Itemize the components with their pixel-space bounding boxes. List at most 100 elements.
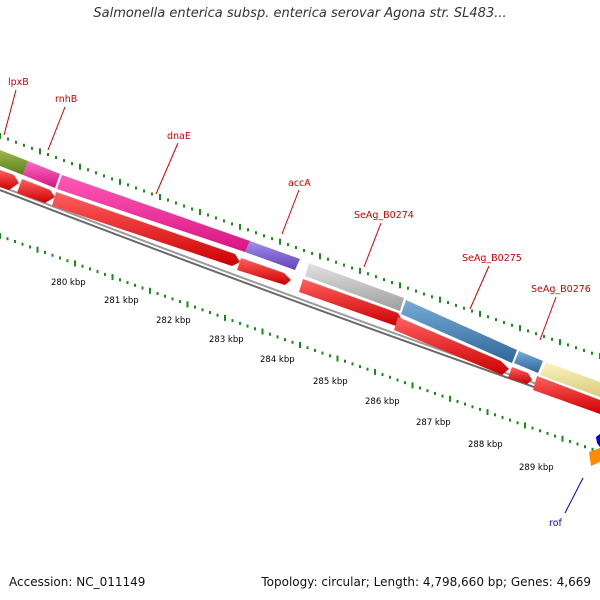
tick-mark <box>509 418 511 422</box>
tick-mark <box>96 270 99 274</box>
tick-mark <box>471 405 474 409</box>
tick-mark <box>583 348 585 352</box>
gene-block-rof[interactable] <box>589 448 600 466</box>
tick-mark <box>224 314 226 321</box>
tick-mark <box>207 213 209 217</box>
tick-mark <box>79 163 81 170</box>
tick-mark <box>359 267 361 274</box>
tick-mark <box>0 133 1 139</box>
tick-mark <box>479 310 481 317</box>
tick-mark <box>119 178 121 185</box>
label-SeAg_B0274[interactable]: SeAg_B0274 <box>354 210 414 221</box>
cds-arrow-8[interactable] <box>533 376 600 414</box>
tick-mark <box>543 335 545 338</box>
tick-mark <box>291 340 294 344</box>
cds-arrow-3[interactable] <box>52 192 240 266</box>
tick-mark <box>375 275 377 279</box>
tick-mark <box>59 256 61 260</box>
label-SeAg_B0275[interactable]: SeAg_B0275 <box>462 253 522 264</box>
tick-mark <box>134 283 136 287</box>
tick-mark <box>411 382 414 389</box>
tick-mark <box>74 260 76 267</box>
label-rof[interactable]: rof <box>549 518 563 529</box>
tick-mark <box>527 329 529 333</box>
tick-mark <box>391 281 393 284</box>
tick-mark <box>303 249 305 252</box>
tick-mark <box>175 201 177 205</box>
tick-mark <box>399 282 401 289</box>
tick-mark <box>269 332 271 336</box>
tick-mark <box>423 292 425 296</box>
tick-mark <box>455 303 457 307</box>
tick-mark <box>426 389 429 393</box>
tick-mark <box>254 327 256 331</box>
genome-summary-text: Topology: circular; Length: 4,798,660 bp… <box>261 575 591 589</box>
accession-text: Accession: NC_011149 <box>9 575 146 589</box>
gene-block-rnhB[interactable] <box>23 161 60 188</box>
tick-mark <box>191 207 193 211</box>
tick-mark <box>486 409 489 416</box>
tick-mark <box>223 219 225 223</box>
tick-mark <box>439 296 441 303</box>
tick-mark <box>351 362 354 366</box>
tick-mark <box>87 168 89 172</box>
label-dnaE[interactable]: dnaE <box>167 131 191 142</box>
tick-mark <box>383 278 385 282</box>
tick-mark <box>51 253 54 257</box>
gene-block-SeAg_B0275[interactable] <box>401 300 517 363</box>
gene-block-SeAg_B0274[interactable] <box>305 263 404 311</box>
label-accA[interactable]: accA <box>288 178 311 189</box>
cds-arrow-1[interactable] <box>0 170 19 190</box>
tick-mark <box>21 242 24 246</box>
tick-mark <box>141 286 144 290</box>
cds-arrow-7[interactable] <box>508 367 532 384</box>
tick-mark <box>159 194 161 200</box>
tick-mark <box>31 146 33 150</box>
tick-mark <box>126 281 129 285</box>
tick-mark <box>415 289 417 293</box>
tick-mark <box>103 174 105 178</box>
gene-block-SeAg_B0276[interactable] <box>540 362 600 397</box>
cds-arrow-5[interactable] <box>299 279 402 326</box>
leader-SeAg_B0275 <box>469 265 490 310</box>
tick-mark <box>0 233 1 239</box>
tick-mark <box>183 204 185 208</box>
tick-mark <box>55 156 57 159</box>
cds-arrow-4[interactable] <box>237 258 291 285</box>
gene-block-accA[interactable] <box>245 241 300 270</box>
tick-mark <box>299 342 301 348</box>
tick-mark <box>29 245 31 249</box>
tick-mark <box>71 162 73 166</box>
tick-mark <box>231 222 233 226</box>
tick-mark <box>366 367 369 371</box>
cds-arrow-6[interactable] <box>394 317 509 375</box>
tick-mark <box>23 143 25 147</box>
cds-arrow-2[interactable] <box>17 179 55 203</box>
label-SeAg_B0276[interactable]: SeAg_B0276 <box>531 284 591 295</box>
tick-mark <box>287 243 289 247</box>
tick-mark <box>311 251 313 255</box>
tick-mark <box>199 209 201 215</box>
tick-mark <box>156 292 159 295</box>
tick-mark <box>335 260 337 264</box>
tick-mark <box>495 318 497 322</box>
tick-mark <box>546 431 549 435</box>
tick-mark <box>306 346 309 350</box>
tick-mark <box>255 231 257 235</box>
label-rnhB[interactable]: rnhB <box>55 94 77 105</box>
tick-mark <box>407 286 409 290</box>
tick-mark <box>111 274 114 281</box>
tick-mark <box>171 297 174 301</box>
tick-mark <box>367 272 369 276</box>
tick-mark <box>471 309 473 313</box>
tick-mark <box>167 198 169 202</box>
tick-mark <box>89 267 91 271</box>
tick-label-287: 287 kbp <box>416 418 451 428</box>
gene-block-dnaE[interactable] <box>57 175 250 252</box>
label-lpxB[interactable]: lpxB <box>8 77 29 88</box>
leader-SeAg_B0276 <box>539 296 557 341</box>
gene-block-SeAg_B0276-a[interactable] <box>514 351 543 373</box>
tick-mark <box>14 240 16 243</box>
gene-block-lpxB[interactable] <box>0 150 28 175</box>
tick-mark <box>479 407 481 411</box>
